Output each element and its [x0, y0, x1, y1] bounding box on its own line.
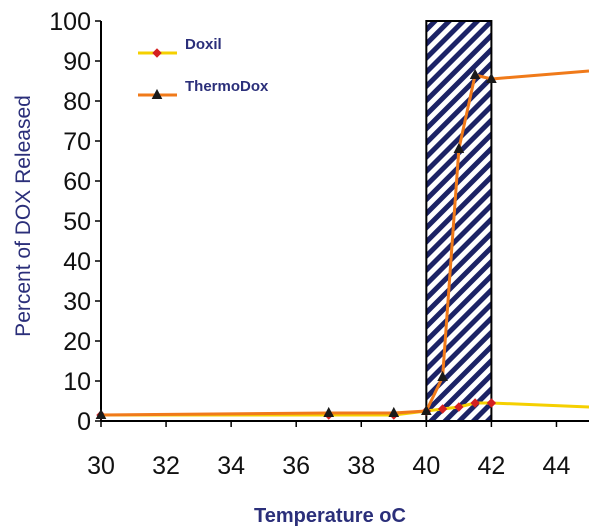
x-tick-label: 38 [347, 452, 375, 480]
x-axis-unit: oC [379, 505, 406, 527]
x-axis-title: Temperature oC [254, 505, 406, 527]
y-tick-label: 80 [63, 88, 91, 116]
y-tick-label: 70 [63, 128, 91, 156]
legend-label: Doxil [185, 36, 222, 53]
y-tick-label: 60 [63, 168, 91, 196]
data-point-thermodox [437, 370, 448, 381]
data-point-thermodox [95, 408, 107, 419]
x-tick-label: 42 [477, 452, 505, 480]
y-tick-label: 40 [63, 248, 91, 276]
data-point-doxil [486, 398, 497, 408]
y-tick-label: 20 [63, 328, 91, 356]
series-thermodox [95, 68, 589, 419]
x-tick-label: 44 [543, 452, 571, 480]
hatched-band [425, 20, 493, 422]
legend-swatch-marker [151, 88, 163, 99]
y-tick-label: 30 [63, 288, 91, 316]
data-point-doxil [470, 398, 480, 408]
x-tick-label: 36 [282, 452, 310, 480]
x-tick-label: 34 [217, 452, 245, 480]
data-point-thermodox [453, 142, 465, 153]
data-point-doxil [437, 404, 448, 414]
x-axis-title-text: Temperature [254, 505, 379, 527]
legend-item-thermodox: ThermoDox [138, 78, 269, 99]
y-tick-label: 0 [77, 408, 91, 436]
x-tick-label: 40 [412, 452, 440, 480]
data-point-thermodox [469, 68, 481, 79]
series-line-thermodox [100, 69, 589, 417]
y-tick-label: 10 [63, 368, 91, 396]
data-point-thermodox [421, 404, 432, 415]
series-doxil [96, 398, 589, 420]
y-tick-label: 100 [49, 8, 91, 36]
x-tick-label: 32 [152, 452, 180, 480]
data-point-doxil [454, 402, 464, 412]
legend-item-doxil: Doxil [138, 36, 222, 58]
y-tick-label: 50 [63, 208, 91, 236]
y-tick-label: 90 [63, 48, 91, 76]
data-point-thermodox [388, 406, 400, 417]
y-axis-title: Percent of DOX Released [12, 95, 35, 337]
legend-swatch-marker [152, 48, 162, 58]
data-point-thermodox [323, 406, 335, 417]
legend-label: ThermoDox [185, 78, 269, 95]
x-tick-label: 30 [87, 452, 115, 480]
data-point-thermodox [486, 72, 497, 83]
